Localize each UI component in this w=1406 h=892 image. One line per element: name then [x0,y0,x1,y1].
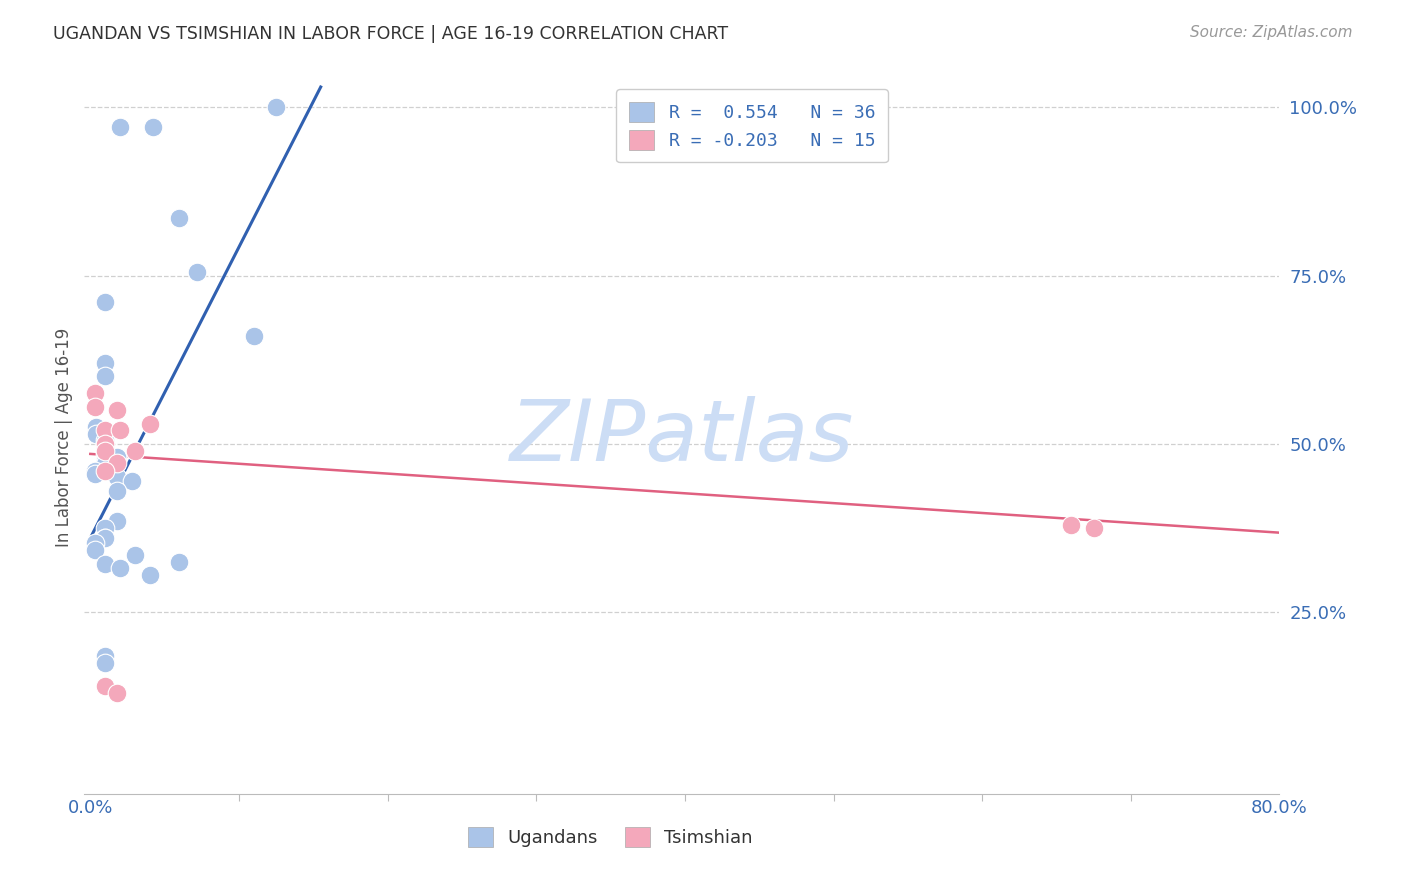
Point [108,120,131,135]
Point [83,467,105,482]
Point [83,543,105,558]
Text: Source: ZipAtlas.com: Source: ZipAtlas.com [1189,25,1353,40]
Point [121,474,143,488]
Text: UGANDAN VS TSIMSHIAN IN LABOR FORCE | AGE 16-19 CORRELATION CHART: UGANDAN VS TSIMSHIAN IN LABOR FORCE | AG… [53,25,728,43]
Point [105,686,128,700]
Point [105,450,128,465]
Point [94,437,117,451]
Point [1083,521,1105,535]
Point [94,656,117,670]
Point [105,403,128,417]
Point [124,443,146,458]
Point [264,100,287,114]
Point [108,561,131,575]
Point [94,423,117,437]
Point [142,120,165,135]
Point [94,457,117,471]
Point [94,434,117,448]
Point [94,369,117,384]
Point [105,470,128,484]
Point [94,464,117,478]
Point [83,386,105,401]
Point [94,679,117,693]
Point [1060,517,1083,532]
Point [83,536,105,550]
Point [108,423,131,437]
Point [94,453,117,467]
Point [139,417,162,431]
Point [94,447,117,461]
Point [169,555,191,569]
Point [94,531,117,545]
Point [94,648,117,663]
Point [94,356,117,370]
Point [105,514,128,528]
Point [94,531,117,545]
Point [83,400,105,414]
Point [169,211,191,226]
Point [84,426,107,441]
Point [94,521,117,535]
Point [84,420,107,434]
Legend: Ugandans, Tsimshian: Ugandans, Tsimshian [458,818,762,856]
Point [94,557,117,571]
Y-axis label: In Labor Force | Age 16-19: In Labor Force | Age 16-19 [55,327,73,547]
Point [94,443,117,458]
Point [94,440,117,454]
Point [139,568,162,582]
Point [94,437,117,451]
Point [105,483,128,498]
Point [186,265,208,279]
Point [105,456,128,470]
Point [83,464,105,478]
Point [243,329,266,343]
Point [124,548,146,562]
Point [94,295,117,310]
Text: ZIPatlas: ZIPatlas [510,395,853,479]
